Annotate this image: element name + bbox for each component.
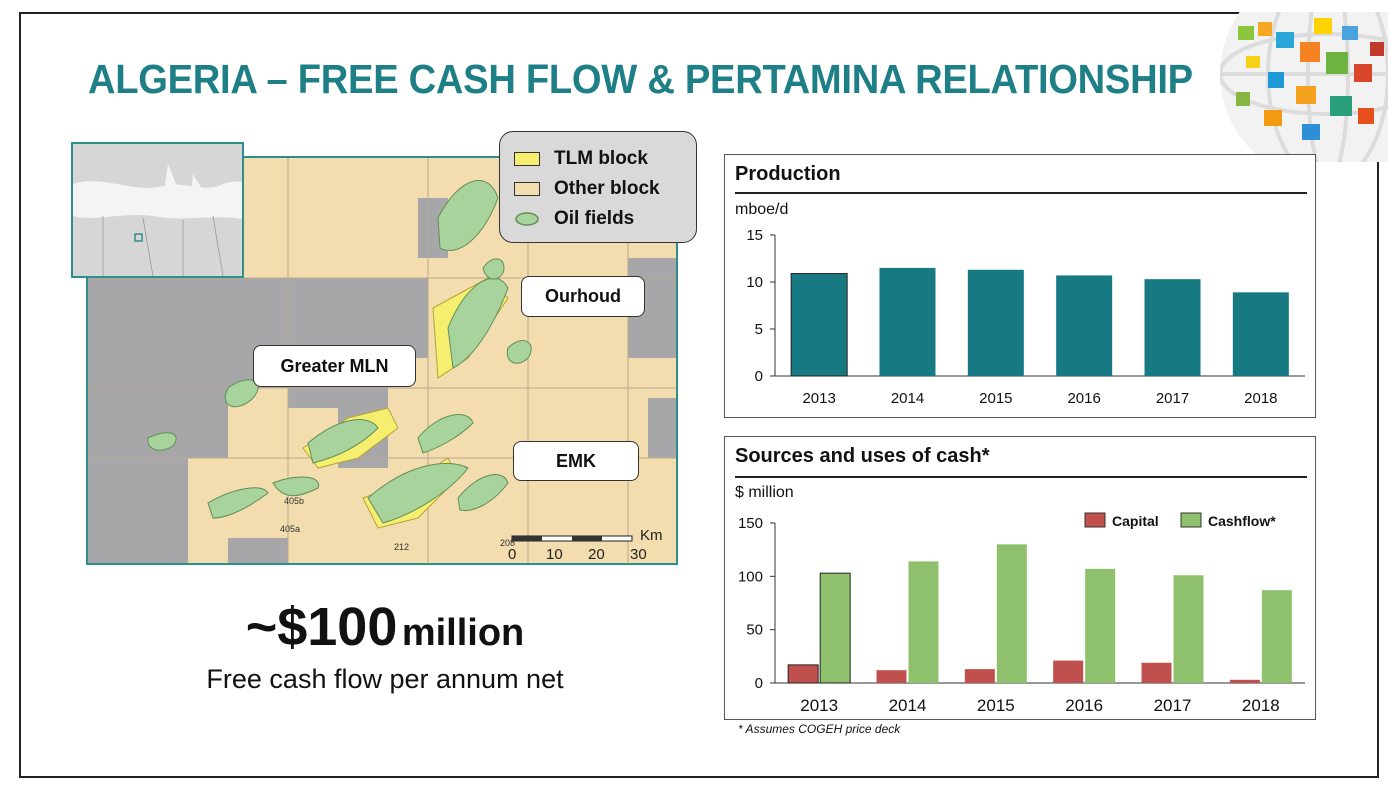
capital-bar — [964, 669, 995, 683]
production-unit: mboe/d — [735, 201, 789, 218]
cash-x-tick-label: 2017 — [1154, 696, 1192, 715]
other-block-swatch — [514, 182, 540, 196]
production-x-tick-label: 2016 — [1067, 390, 1100, 407]
production-y-tick-label: 5 — [755, 321, 763, 338]
production-x-tick-label: 2015 — [979, 390, 1012, 407]
production-chart: 15 10 5 0 2013 2014 2015 2016 2017 2018 — [746, 227, 1305, 407]
legend-other-label: Other block — [554, 178, 660, 199]
cash-title: Sources and uses of cash* — [735, 445, 990, 467]
area-label-ourhoud: Ourhoud — [521, 276, 645, 317]
inset-map — [71, 142, 244, 278]
cashflow-bar — [1085, 568, 1116, 683]
production-y-tick-label: 10 — [746, 274, 763, 291]
capital-bar — [876, 670, 907, 683]
cashflow-legend-swatch — [1180, 512, 1202, 528]
scale-tick-10: 10 — [546, 546, 563, 563]
headline-value: ~$100 million — [0, 596, 770, 658]
cash-unit: $ million — [735, 484, 794, 501]
area-label-greater-mln: Greater MLN — [253, 345, 416, 387]
cash-title-rule — [735, 476, 1307, 478]
production-bar — [879, 267, 936, 376]
cash-x-tick-label: 2013 — [800, 696, 838, 715]
cash-x-tick-label: 2016 — [1065, 696, 1103, 715]
cashflow-legend-label: Cashflow* — [1208, 513, 1276, 529]
scale-tick-0: 0 — [508, 546, 517, 563]
headline-number: ~$100 — [245, 597, 398, 657]
cashflow-bar — [819, 572, 851, 684]
cash-y-tick-label: 50 — [746, 622, 763, 639]
capital-legend-label: Capital — [1112, 513, 1159, 529]
production-y-tick-label: 0 — [755, 368, 763, 385]
scale-tick-30: 30 — [630, 546, 647, 563]
map-label-405a: 405a — [280, 524, 301, 534]
slide-title: ALGERIA – FREE CASH FLOW & PERTAMINA REL… — [88, 56, 1193, 102]
map-label-405b: 405b — [284, 496, 305, 506]
production-bar — [1232, 292, 1289, 376]
map-label-212: 212 — [394, 542, 410, 552]
legend-oil-fields: Oil fields — [514, 208, 634, 230]
cash-x-tick-label: 2014 — [889, 696, 927, 715]
area-label-emk: EMK — [513, 441, 639, 481]
production-bar — [1056, 275, 1113, 376]
map-label-208: 208 — [500, 538, 516, 548]
production-panel: Production mboe/d 15 10 5 0 2013 2014 2015 2016… — [724, 154, 1316, 418]
cash-panel: Sources and uses of cash* $ million 150 1… — [724, 436, 1316, 720]
production-bar — [790, 273, 848, 377]
headline-unit: million — [401, 612, 525, 654]
cash-x-tick-label: 2015 — [977, 696, 1015, 715]
production-bar — [967, 269, 1024, 376]
map-legend: TLM block Other block Oil fields — [499, 131, 697, 243]
legend-tlm-block: TLM block — [514, 148, 648, 170]
capital-bar — [1229, 679, 1260, 683]
production-bar — [1144, 279, 1201, 376]
footnote: * Assumes COGEH price deck — [738, 722, 901, 736]
production-x-tick-label: 2017 — [1156, 390, 1189, 407]
cash-x-tick-label: 2018 — [1242, 696, 1280, 715]
legend-tlm-label: TLM block — [554, 148, 648, 169]
cashflow-bar — [1261, 590, 1292, 683]
globe-logo — [1218, 12, 1388, 162]
tlm-block-swatch — [514, 152, 540, 166]
cashflow-bar — [908, 561, 939, 683]
cashflow-bar — [1173, 575, 1204, 683]
headline-caption: Free cash flow per annum net — [206, 664, 564, 694]
capital-bar — [1141, 662, 1172, 683]
cashflow-bar — [996, 544, 1027, 683]
oil-field-swatch — [514, 211, 540, 227]
capital-bar — [787, 664, 819, 684]
production-title: Production — [735, 163, 841, 185]
scale-unit: Km — [640, 527, 663, 544]
cash-y-tick-label: 100 — [738, 568, 763, 585]
production-title-rule — [735, 192, 1307, 194]
slide-frame — [19, 12, 1379, 778]
production-x-tick-label: 2018 — [1244, 390, 1277, 407]
production-y-tick-label: 15 — [746, 227, 763, 244]
legend-oil-label: Oil fields — [554, 208, 635, 229]
cash-y-tick-label: 150 — [738, 515, 763, 532]
cash-y-tick-label: 0 — [755, 675, 763, 692]
legend-other-block: Other block — [514, 178, 660, 200]
production-x-tick-label: 2013 — [802, 390, 835, 407]
scale-tick-20: 20 — [588, 546, 605, 563]
production-x-tick-label: 2014 — [891, 390, 924, 407]
cash-chart: 150 100 50 0 2013 2014 2015 2016 2017 2018 Capital… — [738, 512, 1305, 715]
capital-bar — [1053, 660, 1084, 683]
capital-legend-swatch — [1084, 512, 1106, 528]
